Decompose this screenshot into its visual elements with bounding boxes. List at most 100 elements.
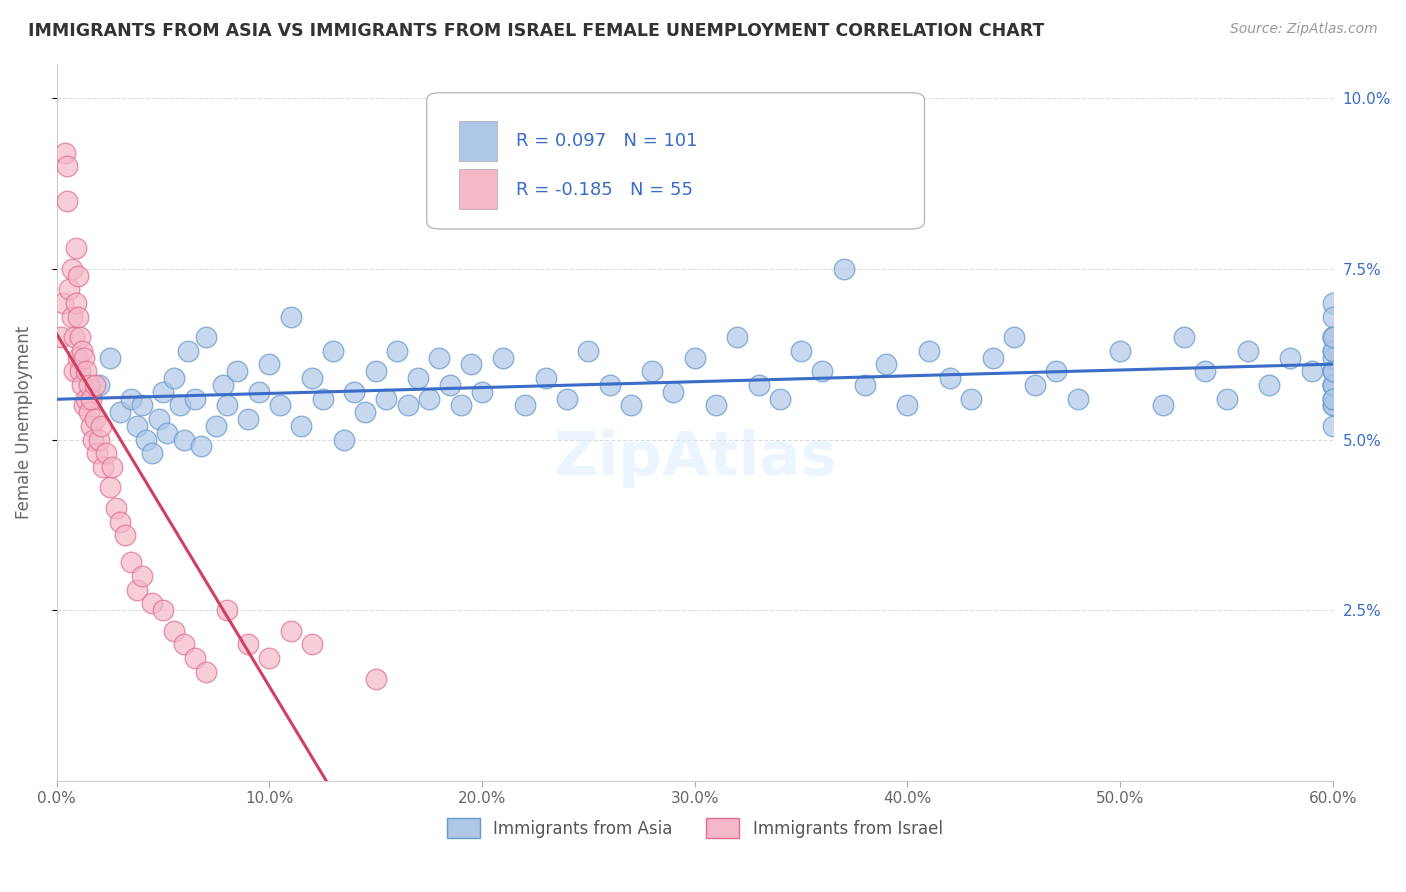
Point <box>56 160 79 174</box>
Point <box>1322 392 1344 406</box>
Point <box>215 399 238 413</box>
Point <box>70 378 93 392</box>
Y-axis label: Female Unemployment: Female Unemployment <box>15 326 32 519</box>
FancyBboxPatch shape <box>458 121 496 161</box>
Point <box>141 597 163 611</box>
Point <box>69 364 91 378</box>
Point <box>364 364 387 378</box>
Point <box>53 145 76 160</box>
Point <box>226 364 249 378</box>
Point <box>322 343 344 358</box>
Point <box>769 392 792 406</box>
Point <box>49 330 72 344</box>
Point <box>1322 364 1344 378</box>
Point <box>93 459 115 474</box>
Point <box>1109 343 1132 358</box>
Point <box>56 194 79 208</box>
Point <box>1322 399 1344 413</box>
Text: IMMIGRANTS FROM ASIA VS IMMIGRANTS FROM ISRAEL FEMALE UNEMPLOYMENT CORRELATION C: IMMIGRANTS FROM ASIA VS IMMIGRANTS FROM … <box>28 22 1045 40</box>
Point <box>939 371 962 385</box>
Point <box>1152 399 1174 413</box>
Point <box>79 392 101 406</box>
Point <box>247 384 270 399</box>
Point <box>599 378 621 392</box>
Point <box>354 405 377 419</box>
Point <box>1322 378 1344 392</box>
Text: ZipAtlas: ZipAtlas <box>553 429 837 488</box>
Point <box>364 672 387 686</box>
Point <box>343 384 366 399</box>
Point <box>1322 392 1344 406</box>
Point <box>471 384 494 399</box>
Point <box>83 412 105 426</box>
Point <box>641 364 664 378</box>
Point <box>110 405 132 419</box>
Point <box>131 399 153 413</box>
Point <box>311 392 333 406</box>
Point <box>90 418 112 433</box>
Point <box>131 569 153 583</box>
Point <box>1024 378 1046 392</box>
Point <box>1173 330 1195 344</box>
Point <box>1322 343 1344 358</box>
Point <box>141 446 163 460</box>
Point <box>79 418 101 433</box>
Point <box>513 399 536 413</box>
Point <box>1322 310 1344 324</box>
Point <box>62 330 84 344</box>
Point <box>190 439 212 453</box>
Point <box>725 330 748 344</box>
Point <box>832 261 855 276</box>
Point <box>73 351 96 365</box>
Point <box>662 384 685 399</box>
Point <box>73 399 96 413</box>
Point <box>1301 364 1323 378</box>
Point <box>1258 378 1281 392</box>
Point <box>66 351 89 365</box>
Point <box>492 351 515 365</box>
Point <box>385 343 408 358</box>
Point <box>375 392 398 406</box>
Point <box>65 241 87 255</box>
Point <box>75 364 97 378</box>
Point <box>194 330 217 344</box>
FancyBboxPatch shape <box>427 93 925 229</box>
Point <box>70 343 93 358</box>
Point <box>960 392 983 406</box>
Point <box>853 378 876 392</box>
Point <box>114 528 136 542</box>
Point <box>875 358 897 372</box>
Text: R = -0.185   N = 55: R = -0.185 N = 55 <box>516 180 693 199</box>
Point <box>152 384 174 399</box>
Point <box>98 351 121 365</box>
Point <box>1066 392 1088 406</box>
Point <box>1002 330 1025 344</box>
Point <box>333 433 356 447</box>
Point <box>66 268 89 283</box>
Point <box>58 282 80 296</box>
Point <box>406 371 429 385</box>
Point <box>211 378 233 392</box>
Point <box>75 392 97 406</box>
Point <box>89 378 111 392</box>
Point <box>65 296 87 310</box>
Point <box>748 378 770 392</box>
Point <box>127 582 149 597</box>
Point <box>811 364 834 378</box>
Point <box>896 399 918 413</box>
Point <box>184 392 207 406</box>
Point <box>60 310 83 324</box>
Point <box>1194 364 1216 378</box>
Point <box>259 651 281 665</box>
Point <box>280 624 302 638</box>
Point <box>236 412 259 426</box>
Legend: Immigrants from Asia, Immigrants from Israel: Immigrants from Asia, Immigrants from Is… <box>440 812 949 845</box>
Point <box>205 418 228 433</box>
Point <box>156 425 179 440</box>
Point <box>120 392 142 406</box>
Point <box>1322 330 1344 344</box>
Point <box>94 446 117 460</box>
Point <box>450 399 472 413</box>
Text: Source: ZipAtlas.com: Source: ZipAtlas.com <box>1230 22 1378 37</box>
Point <box>576 343 599 358</box>
